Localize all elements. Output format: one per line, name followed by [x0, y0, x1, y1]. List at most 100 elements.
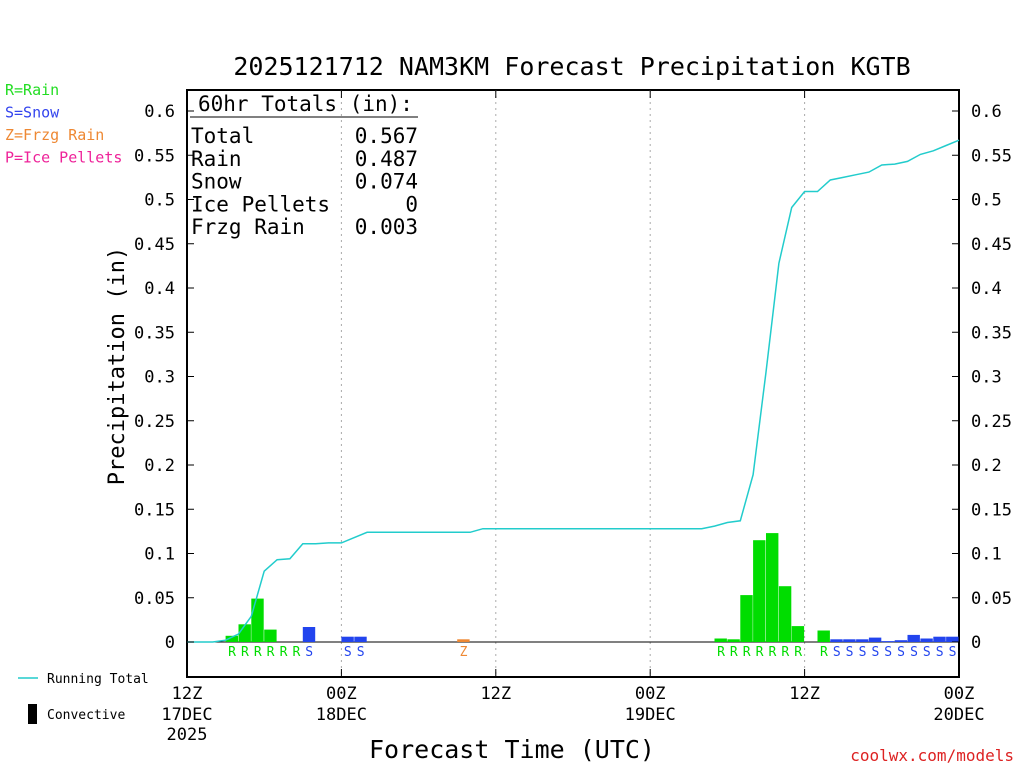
running-total-line: [187, 139, 960, 643]
ptype-label: S: [305, 645, 313, 660]
ptype-label: R: [280, 645, 288, 660]
precip-bar: [225, 635, 238, 642]
ptype-legend-entry: P=Ice Pellets: [5, 149, 122, 167]
ptype-label: R: [794, 645, 802, 660]
ptype-label: R: [228, 645, 236, 660]
totals-box: 60hr Totals (in): Total 0.567 Rain 0.487 Sno…: [190, 92, 418, 239]
ptype-legend: R=Rain S=Snow Z=Frzg Rain P=Ice Pellets: [5, 81, 122, 167]
series-legend: Running Total Convective: [18, 672, 149, 724]
ptype-label: S: [910, 645, 918, 660]
ptype-legend-entry: R=Rain: [5, 81, 59, 99]
vertical-gridlines: [340, 90, 806, 677]
x-tick-date: 19DEC: [625, 705, 676, 725]
y-tick-label-left: 0.4: [144, 279, 175, 299]
y-tick-label-right: 0.4: [971, 279, 1002, 299]
legend-label: Running Total: [47, 672, 149, 687]
y-axis-ticks: 0.6 0.6 0.55 0.55 0.5 0.5 0.45 0.45 0.4 0.4 0.35 0.…: [134, 102, 1012, 653]
precip-bar: [920, 638, 933, 642]
y-tick-label-left: 0.5: [144, 191, 175, 211]
precip-bar: [753, 540, 766, 642]
ptype-legend-entry: S=Snow: [5, 104, 60, 122]
precip-bar: [457, 639, 470, 642]
x-tick-time: 00Z: [944, 684, 975, 704]
y-tick-label-right: 0.15: [971, 500, 1012, 520]
y-tick-label-left: 0.15: [134, 500, 175, 520]
precip-bar: [354, 636, 367, 642]
x-tick-time: 12Z: [172, 684, 203, 704]
ptype-label: R: [781, 645, 789, 660]
totals-value: 0.567: [355, 124, 418, 148]
precip-bar: [766, 533, 779, 642]
legend-bar-swatch: [28, 704, 37, 724]
ptype-label: S: [936, 645, 944, 660]
ptype-label: S: [344, 645, 352, 660]
ptype-label: S: [897, 645, 905, 660]
y-tick-label-left: 0.25: [134, 412, 175, 432]
y-tick-label-right: 0.35: [971, 323, 1012, 343]
y-tick-label-left: 0.1: [144, 545, 175, 565]
precip-bar: [830, 639, 843, 642]
x-tick-time: 12Z: [789, 684, 820, 704]
precip-bar: [778, 586, 792, 642]
y-tick-label-left: 0.35: [134, 323, 175, 343]
plot-area: [186, 89, 960, 678]
x-tick-time: 12Z: [480, 684, 511, 704]
ptype-label: S: [357, 645, 365, 660]
precip-bar: [907, 634, 920, 642]
precip-bar: [251, 598, 264, 642]
precip-bar: [714, 638, 727, 642]
ptype-label: R: [254, 645, 262, 660]
ptype-label: R: [241, 645, 249, 660]
totals-label: Total: [191, 124, 254, 148]
x-tick-time: 00Z: [635, 684, 666, 704]
precip-bar: [881, 641, 895, 643]
credit-text: coolwx.com/models: [850, 746, 1014, 765]
y-tick-label-right: 0.55: [971, 146, 1012, 166]
totals-value: 0: [405, 192, 418, 216]
totals-value: 0.003: [355, 215, 418, 239]
y-tick-label-left: 0.05: [134, 589, 175, 609]
y-tick-label-right: 0: [971, 633, 981, 653]
precip-bar: [856, 639, 869, 642]
ptype-legend-entry: Z=Frzg Rain: [5, 126, 104, 144]
x-axis-label: Forecast Time (UTC): [369, 735, 655, 764]
precip-bars: [225, 533, 959, 643]
ptype-label: S: [846, 645, 854, 660]
ptype-label: S: [833, 645, 841, 660]
y-tick-label-right: 0.1: [971, 545, 1002, 565]
ptype-label: R: [267, 645, 275, 660]
ptype-label: S: [884, 645, 892, 660]
precip-bar: [843, 639, 856, 642]
ptype-label: R: [820, 645, 828, 660]
ptype-label: Z: [460, 645, 468, 660]
y-tick-label-right: 0.25: [971, 412, 1012, 432]
y-tick-label-left: 0.45: [134, 235, 175, 255]
totals-label: Ice Pellets: [191, 192, 330, 216]
totals-label: Rain: [191, 147, 242, 171]
y-tick-label-right: 0.6: [971, 102, 1002, 122]
ptype-label: S: [923, 645, 931, 660]
x-tick-time: 00Z: [326, 684, 357, 704]
legend-label: Convective: [47, 708, 125, 723]
precip-bar: [946, 636, 959, 642]
y-axis-label: Precipitation (in): [105, 247, 130, 485]
y-tick-label-right: 0.5: [971, 191, 1002, 211]
y-tick-label-left: 0.3: [144, 368, 175, 388]
y-tick-label-left: 0: [165, 633, 175, 653]
totals-header: 60hr Totals (in):: [198, 92, 413, 116]
x-tick-date: 18DEC: [316, 705, 367, 725]
precip-bar: [727, 639, 740, 642]
precip-bar: [817, 630, 830, 642]
y-tick-label-left: 0.2: [144, 456, 175, 476]
y-tick-label-right: 0.05: [971, 589, 1012, 609]
ptype-label: S: [859, 645, 867, 660]
precip-bar: [238, 624, 251, 642]
totals-value: 0.074: [355, 170, 418, 194]
ptype-label: R: [730, 645, 738, 660]
precip-bar: [302, 627, 316, 642]
y-tick-label-right: 0.2: [971, 456, 1002, 476]
ptype-label: S: [871, 645, 879, 660]
ptype-label: S: [949, 645, 957, 660]
